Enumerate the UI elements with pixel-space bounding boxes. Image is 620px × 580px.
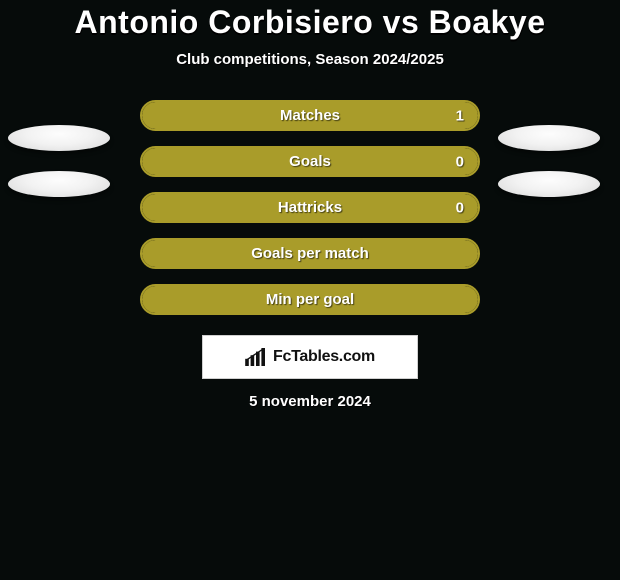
stat-value-right: 0	[456, 199, 464, 216]
stat-value-right: 0	[456, 153, 464, 170]
stat-label: Hattricks	[278, 199, 342, 216]
site-name: FcTables.com	[273, 348, 375, 366]
stat-row: Goals per match	[140, 238, 480, 269]
bars-icon	[245, 348, 267, 366]
stat-value-right: 1	[456, 107, 464, 124]
stat-row: Hattricks 0	[140, 192, 480, 223]
stat-label: Goals	[289, 153, 331, 170]
stat-label: Goals per match	[251, 245, 369, 262]
stat-label: Min per goal	[266, 291, 354, 308]
stat-row: Min per goal	[140, 284, 480, 315]
comparison-card: Antonio Corbisiero vs Boakye Club compet…	[0, 0, 620, 410]
player-ellipse	[498, 125, 600, 151]
site-badge[interactable]: FcTables.com	[202, 335, 418, 379]
stat-row: Goals 0	[140, 146, 480, 177]
footer: FcTables.com 5 november 2024	[0, 335, 620, 410]
footer-date: 5 november 2024	[249, 393, 371, 410]
player-ellipse	[498, 171, 600, 197]
page-title: Antonio Corbisiero vs Boakye	[0, 4, 620, 41]
stat-row: Matches 1	[140, 100, 480, 131]
player-ellipse	[8, 125, 110, 151]
stat-label: Matches	[280, 107, 340, 124]
subtitle: Club competitions, Season 2024/2025	[0, 51, 620, 68]
player-ellipse	[8, 171, 110, 197]
